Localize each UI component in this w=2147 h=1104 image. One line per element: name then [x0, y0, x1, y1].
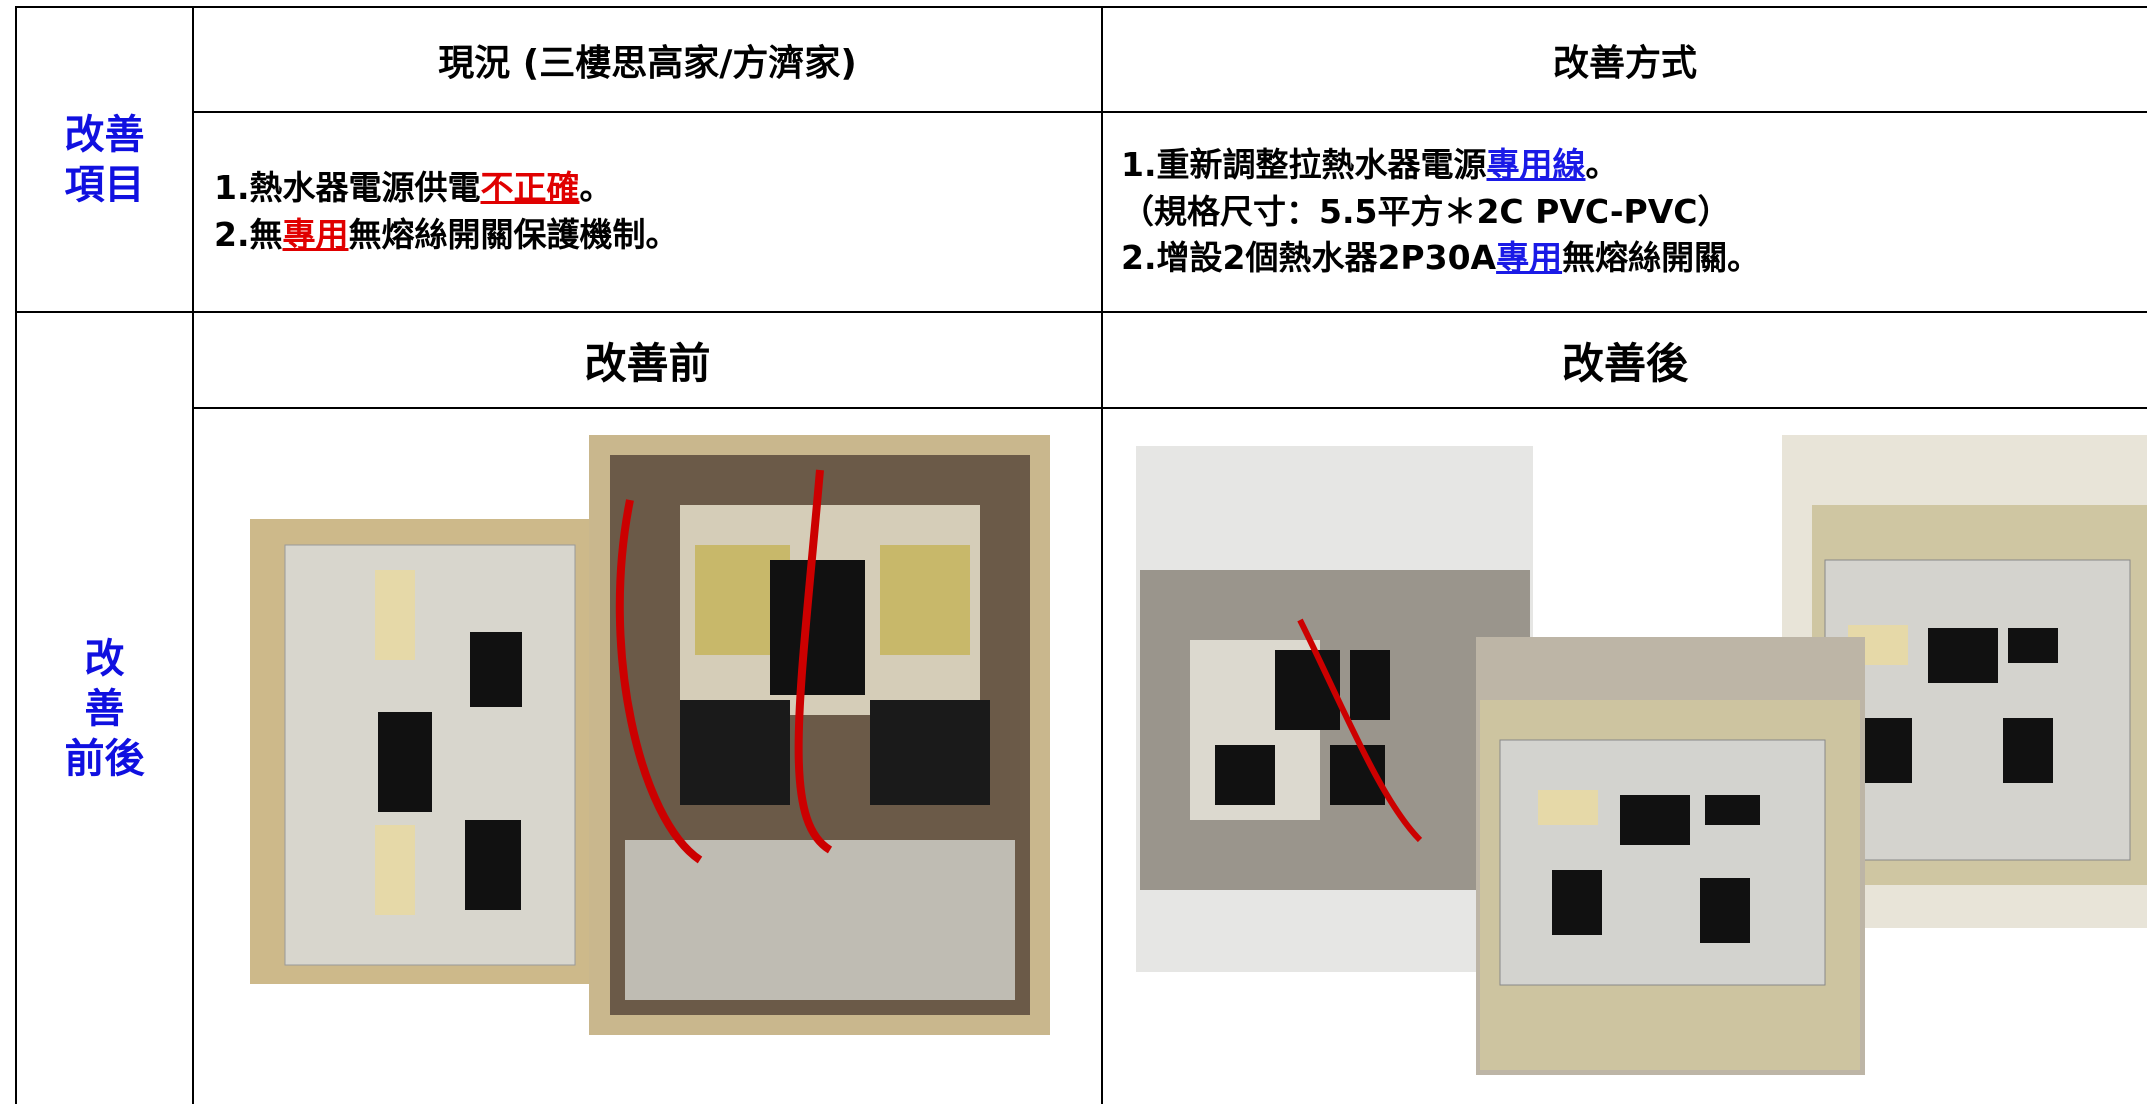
text-line: 1.重新調整拉熱水器電源專用線。 [1121, 142, 2147, 189]
label-line: 前後 [64, 735, 145, 782]
border [192, 6, 194, 1104]
text-line: 1.熱水器電源供電不正確。 [214, 165, 1101, 212]
text: 1.熱水器電源供電 [214, 168, 481, 208]
column-header: 現況 (三樓思高家/方濟家) [438, 42, 857, 84]
row-label: 改 善 前後 [17, 313, 192, 1104]
emphasis: 專用線 [1486, 144, 1586, 184]
text-line: （規格尺寸：5.5平方＊2C PVC-PVC） [1121, 189, 2147, 236]
label-line: 改善 [64, 111, 145, 158]
text: 無熔絲開關保護機制。 [348, 215, 679, 254]
border [15, 6, 17, 1104]
current-status: 1.熱水器電源供電不正確。 2.無專用無熔絲開關保護機制。 [194, 113, 1101, 311]
text: 2.無 [214, 215, 283, 254]
text: 。 [1585, 144, 1619, 184]
border [193, 111, 2147, 113]
border [16, 311, 2147, 313]
text: 1.重新調整拉熱水器電源 [1121, 144, 1487, 184]
row-label: 改善 項目 [17, 8, 192, 311]
improvement: 1.重新調整拉熱水器電源專用線。 （規格尺寸：5.5平方＊2C PVC-PVC）… [1103, 113, 2147, 311]
photo [1136, 446, 1533, 972]
text-line: 2.增設2個熱水器2P30A專用無熔絲開關。 [1121, 235, 2147, 282]
border [16, 6, 2147, 8]
label-line: 改 [84, 635, 125, 682]
label-line: 項目 [64, 161, 145, 208]
text: 無熔絲開關。 [1562, 238, 1761, 278]
text-line: 2.無專用無熔絲開關保護機制。 [214, 212, 1101, 259]
text: 2.增設2個熱水器2P30A [1121, 238, 1497, 278]
emphasis: 專用 [1496, 238, 1563, 278]
emphasis: 不正確 [480, 168, 580, 208]
border [193, 407, 2147, 409]
column-header: 改善後 [1561, 338, 1688, 388]
photo [589, 435, 1050, 1035]
emphasis: 專用 [282, 215, 349, 254]
column-header: 改善前 [584, 338, 711, 388]
label-line: 善 [84, 685, 125, 732]
border [1101, 6, 1103, 1104]
photo [1476, 637, 1865, 1075]
text: 。 [579, 168, 613, 208]
photo [250, 519, 589, 984]
text: （規格尺寸：5.5平方＊2C PVC-PVC） [1121, 191, 1731, 231]
column-header: 改善方式 [1552, 42, 1697, 84]
